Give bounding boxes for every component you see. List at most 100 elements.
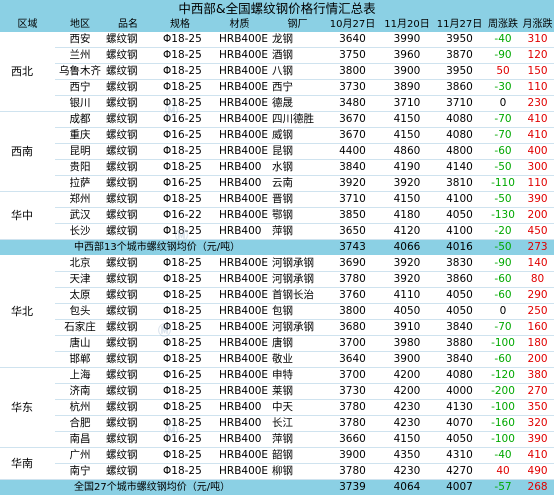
summary-oct27-cell: 3743 — [325, 239, 380, 256]
price-nov20-cell: 4180 — [380, 207, 434, 224]
table-row: 石家庄 螺纹钢 Φ18-25 HRB400E 河钢承钢 3680 3910 3840 -70 16… — [0, 319, 554, 336]
price-nov20-cell: 4110 — [380, 287, 434, 304]
product-cell: 螺纹钢 — [105, 463, 151, 480]
other-regions-body: 华北 北京 螺纹钢 Φ18-25 HRB400E 河钢承钢 3690 3920 3830 -90 1… — [0, 255, 554, 496]
month-change-cell: 320 — [521, 415, 554, 432]
column-header: 地区 — [55, 17, 105, 32]
city-cell: 杭州 — [55, 399, 105, 416]
price-oct27-cell: 3760 — [325, 287, 380, 304]
mill-cell: 酒钢 — [270, 47, 325, 64]
price-oct27-cell: 3660 — [325, 431, 380, 448]
spec-cell: Φ18-25 — [151, 47, 209, 64]
price-nov27-cell: 3950 — [434, 63, 485, 80]
summary-nov27-cell: 4007 — [434, 479, 485, 496]
product-cell: 螺纹钢 — [105, 47, 151, 64]
product-cell: 螺纹钢 — [105, 111, 151, 128]
week-change-cell: -100 — [485, 335, 521, 352]
price-oct27-cell: 3780 — [325, 399, 380, 416]
column-header: 10月27日 — [325, 17, 380, 32]
price-nov20-cell: 3910 — [380, 319, 434, 336]
week-change-cell: -70 — [485, 319, 521, 336]
spec-cell: Φ18-25 — [151, 335, 209, 352]
price-nov27-cell: 4310 — [434, 447, 485, 464]
city-cell: 南昌 — [55, 431, 105, 448]
month-change-cell: 380 — [521, 367, 554, 384]
product-cell: 螺纹钢 — [105, 399, 151, 416]
table-row: 南昌 螺纹钢 Φ16-25 HRB400 萍钢 3660 4150 4050 -100 390 — [0, 431, 554, 448]
table-row: 天津 螺纹钢 Φ18-25 HRB400E 河钢承钢 3780 3920 3860 -60 80 — [0, 271, 554, 288]
spec-cell: Φ18-25 — [151, 287, 209, 304]
region-cell: 华东 — [0, 367, 55, 448]
mill-cell: 西宁 — [270, 79, 325, 96]
region-cell: 华南 — [0, 447, 55, 480]
material-cell: HRB400E — [209, 271, 270, 288]
price-nov27-cell: 4070 — [434, 415, 485, 432]
price-oct27-cell: 3800 — [325, 63, 380, 80]
price-nov20-cell: 3900 — [380, 63, 434, 80]
material-cell: HRB400E — [209, 335, 270, 352]
product-cell: 螺纹钢 — [105, 79, 151, 96]
week-change-cell: -120 — [485, 367, 521, 384]
month-change-cell: 410 — [521, 127, 554, 144]
price-nov20-cell: 4200 — [380, 367, 434, 384]
price-nov20-cell: 4120 — [380, 223, 434, 240]
price-oct27-cell: 3730 — [325, 383, 380, 400]
city-cell: 贵阳 — [55, 159, 105, 176]
city-cell: 乌鲁木齐 — [55, 63, 105, 80]
column-header: 钢厂 — [270, 17, 325, 32]
material-cell: HRB400E — [209, 351, 270, 368]
material-cell: HRB400E — [209, 63, 270, 80]
city-cell: 合肥 — [55, 415, 105, 432]
material-cell: HRB400E — [209, 367, 270, 384]
price-nov27-cell: 3870 — [434, 47, 485, 64]
table-row: 武汉 螺纹钢 Φ16-22 HRB400E 鄂钢 3850 4180 4050 -130 200 — [0, 207, 554, 224]
table-row: 重庆 螺纹钢 Φ16-25 HRB400E 威钢 3670 4150 4080 -70 410 — [0, 127, 554, 144]
price-nov20-cell: 3920 — [380, 175, 434, 192]
product-cell: 螺纹钢 — [105, 191, 151, 208]
price-oct27-cell: 3670 — [325, 111, 380, 128]
price-oct27-cell: 3480 — [325, 95, 380, 112]
spec-cell: Φ18-25 — [151, 255, 209, 272]
mill-cell: 包钢 — [270, 303, 325, 320]
price-oct27-cell: 3900 — [325, 447, 380, 464]
product-cell: 螺纹钢 — [105, 223, 151, 240]
week-change-cell: 0 — [485, 95, 521, 112]
price-oct27-cell: 3650 — [325, 223, 380, 240]
table-title: 中西部&全国螺纹钢价格行情汇总表 — [0, 0, 554, 17]
column-header: 周涨跌 — [485, 17, 521, 32]
material-cell: HRB400E — [209, 207, 270, 224]
summary-nov20-cell: 4064 — [380, 479, 434, 496]
material-cell: HRB400 — [209, 159, 270, 176]
city-cell: 西安 — [55, 32, 105, 48]
product-cell: 螺纹钢 — [105, 415, 151, 432]
mill-cell: 唐钢 — [270, 335, 325, 352]
product-cell: 螺纹钢 — [105, 335, 151, 352]
price-nov27-cell: 4050 — [434, 207, 485, 224]
month-change-cell: 390 — [521, 431, 554, 448]
price-oct27-cell: 3730 — [325, 79, 380, 96]
city-cell: 西宁 — [55, 79, 105, 96]
material-cell: HRB400E — [209, 255, 270, 272]
price-nov20-cell: 3900 — [380, 351, 434, 368]
price-nov27-cell: 3860 — [434, 271, 485, 288]
table-row: 贵阳 螺纹钢 Φ18-25 HRB400 水钢 3840 4190 4140 -50 300 — [0, 159, 554, 176]
city-cell: 石家庄 — [55, 319, 105, 336]
month-change-cell: 200 — [521, 207, 554, 224]
product-cell: 螺纹钢 — [105, 319, 151, 336]
week-change-cell: -100 — [485, 431, 521, 448]
table-row: 合肥 螺纹钢 Φ18-25 HRB400 长江 3780 4230 4070 -160 320 — [0, 415, 554, 432]
month-change-cell: 410 — [521, 111, 554, 128]
month-change-cell: 250 — [521, 303, 554, 320]
product-cell: 螺纹钢 — [105, 271, 151, 288]
city-cell: 邯郸 — [55, 351, 105, 368]
price-nov27-cell: 4080 — [434, 111, 485, 128]
week-change-cell: -70 — [485, 111, 521, 128]
month-change-cell: 450 — [521, 223, 554, 240]
material-cell: HRB400 — [209, 415, 270, 432]
product-cell: 螺纹钢 — [105, 159, 151, 176]
price-nov27-cell: 3840 — [434, 351, 485, 368]
price-nov20-cell: 4050 — [380, 303, 434, 320]
summary-row: 中西部13个城市螺纹钢均价（元/吨） 3743 4066 4016 -50 273 — [0, 239, 554, 256]
